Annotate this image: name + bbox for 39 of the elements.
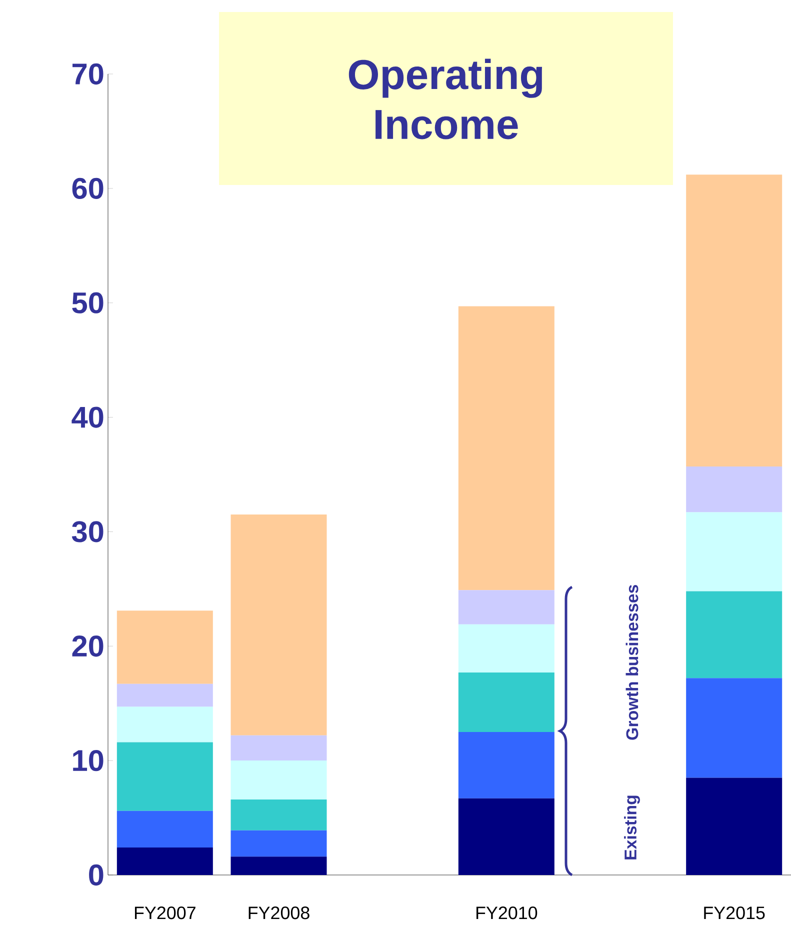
bar [116,848,213,875]
bar [686,174,782,466]
bar [686,778,782,875]
bar [116,706,213,742]
y-tick-label: 70 [72,63,104,85]
x-tick-label: FY2010 [476,906,538,920]
x-tick-label: FY2007 [134,906,196,920]
y-tick-label: 20 [72,636,104,657]
bar [458,798,554,875]
x-tick-label: FY2015 [704,906,765,920]
bar [458,732,554,798]
bar [686,591,782,678]
bar [458,624,554,672]
bar [458,306,554,590]
bar [116,684,213,707]
x-tick-label: FY2008 [248,906,310,920]
y-tick-label: 0 [89,864,104,886]
bar [686,512,782,592]
y-tick-label: 40 [72,406,104,428]
bar [230,830,327,857]
y-tick-label: 60 [72,178,104,200]
bar [230,856,327,875]
bar [230,799,327,830]
annotation: Growth businesses [626,584,638,740]
bar [230,760,327,800]
y-tick-label: 30 [72,521,104,542]
bar [686,466,782,512]
chart-title: Operating Income [348,58,542,140]
y-tick-label: 50 [72,292,104,314]
bar [458,590,554,624]
bar [230,735,327,761]
annotation: Existing [624,796,640,860]
bar [116,610,213,684]
bar [458,672,554,732]
bar [116,742,213,811]
y-tick-label: 10 [73,750,104,772]
bar [230,514,327,736]
bar [686,678,782,778]
bar [116,810,213,848]
